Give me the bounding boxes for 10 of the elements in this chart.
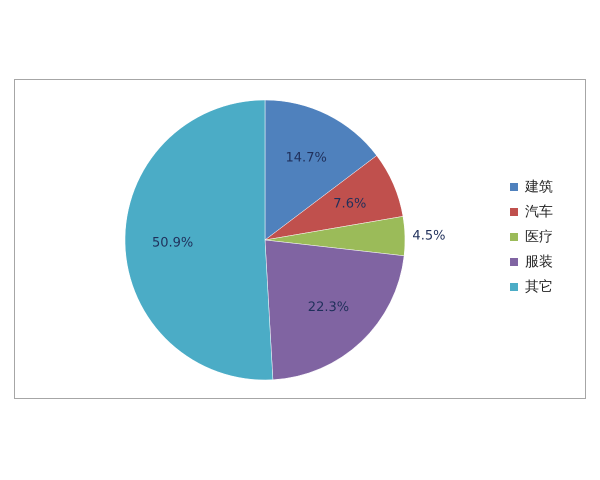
- data-label: 7.6%: [333, 196, 366, 212]
- data-label: 22.3%: [308, 300, 350, 316]
- data-label: 14.7%: [286, 150, 327, 166]
- data-label: 4.5%: [412, 228, 446, 244]
- legend-label: 其它: [525, 279, 553, 295]
- legend-label: 汽车: [525, 204, 553, 220]
- legend-label: 建筑: [524, 179, 553, 195]
- data-label: 50.9%: [152, 236, 194, 251]
- legend-label: 服装: [525, 254, 553, 270]
- legend-label: 医疗: [525, 229, 553, 245]
